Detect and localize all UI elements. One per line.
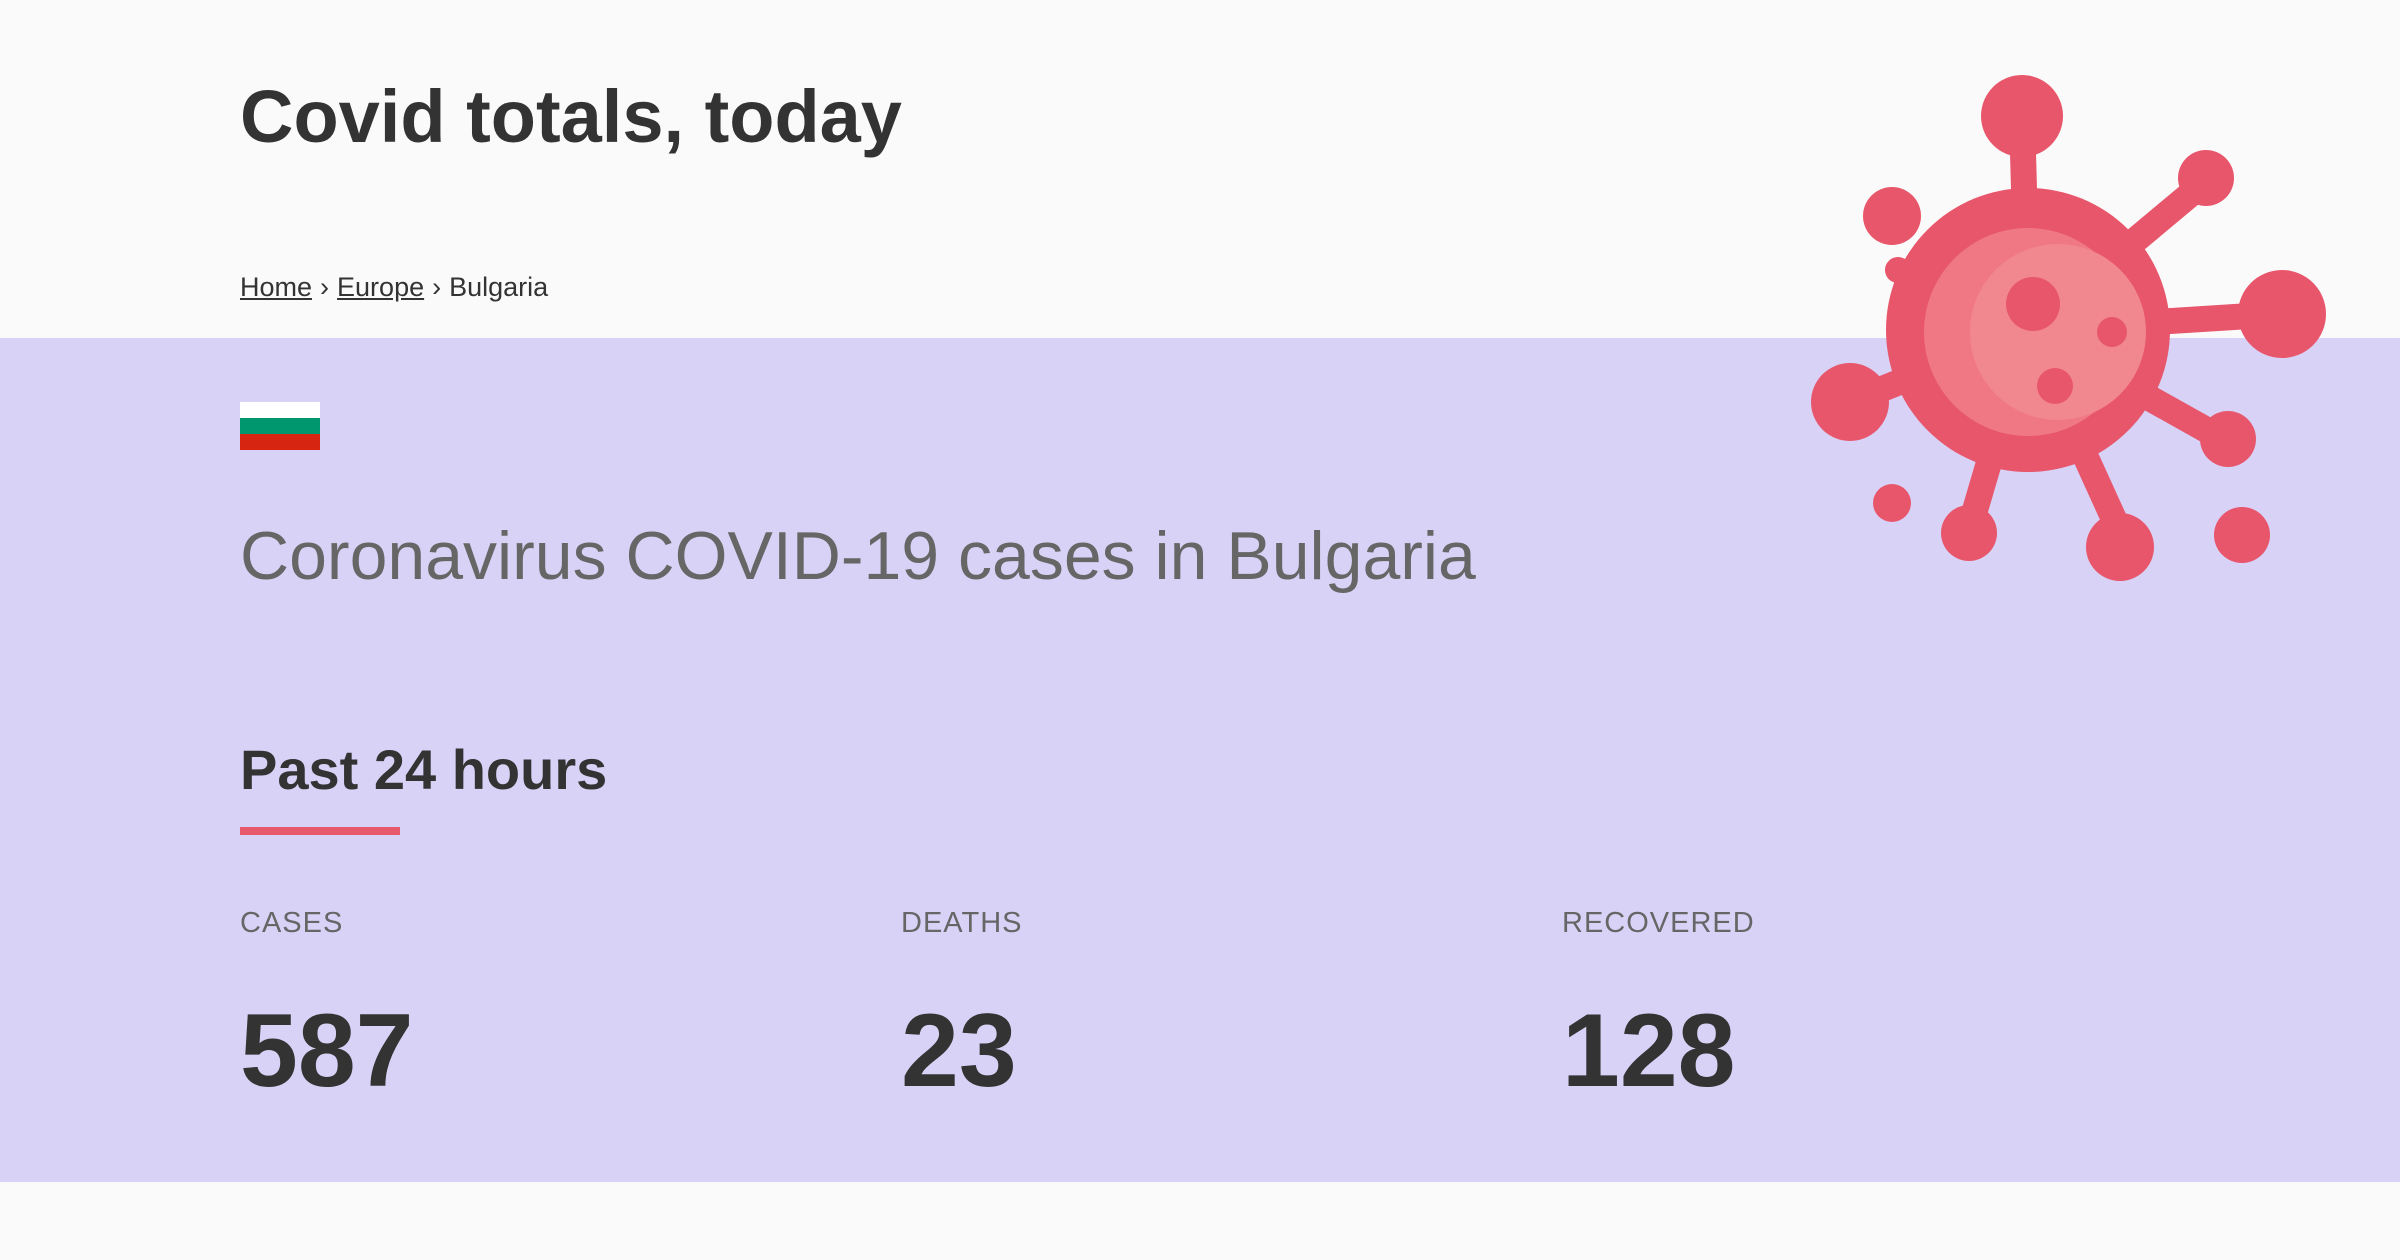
bulgaria-flag-icon (240, 402, 320, 450)
breadcrumb: Home › Europe › Bulgaria (240, 270, 548, 304)
stat-cases: CASES 587 (240, 905, 800, 1109)
stat-recovered: RECOVERED 128 (1562, 905, 2122, 1109)
stat-value-cases: 587 (240, 993, 414, 1109)
breadcrumb-separator: › (320, 272, 330, 302)
stat-label-deaths: DEATHS (901, 907, 1023, 939)
breadcrumb-link-europe[interactable]: Europe (337, 272, 425, 302)
stat-value-deaths: 23 (901, 993, 1017, 1109)
flag-stripe-red (240, 434, 320, 450)
country-stats-band (0, 338, 2400, 1182)
virus-icon (1811, 75, 2326, 581)
flag-stripe-white (240, 402, 320, 418)
country-heading: Coronavirus COVID-19 cases in Bulgaria (240, 518, 1476, 594)
site-header: Covid totals, today Home › Europe › Bulgaria (0, 0, 2400, 338)
breadcrumb-link-home[interactable]: Home (240, 272, 313, 302)
section-title: Past 24 hours (240, 738, 608, 801)
breadcrumb-current: Bulgaria (449, 272, 549, 302)
section-underline (240, 827, 400, 835)
breadcrumb-separator: › (432, 272, 442, 302)
site-title: Covid totals, today (240, 75, 902, 158)
stat-label-cases: CASES (240, 907, 344, 939)
flag-stripe-green (240, 418, 320, 434)
stat-label-recovered: RECOVERED (1562, 907, 1755, 939)
stat-deaths: DEATHS 23 (901, 905, 1461, 1109)
stat-value-recovered: 128 (1562, 993, 1736, 1109)
